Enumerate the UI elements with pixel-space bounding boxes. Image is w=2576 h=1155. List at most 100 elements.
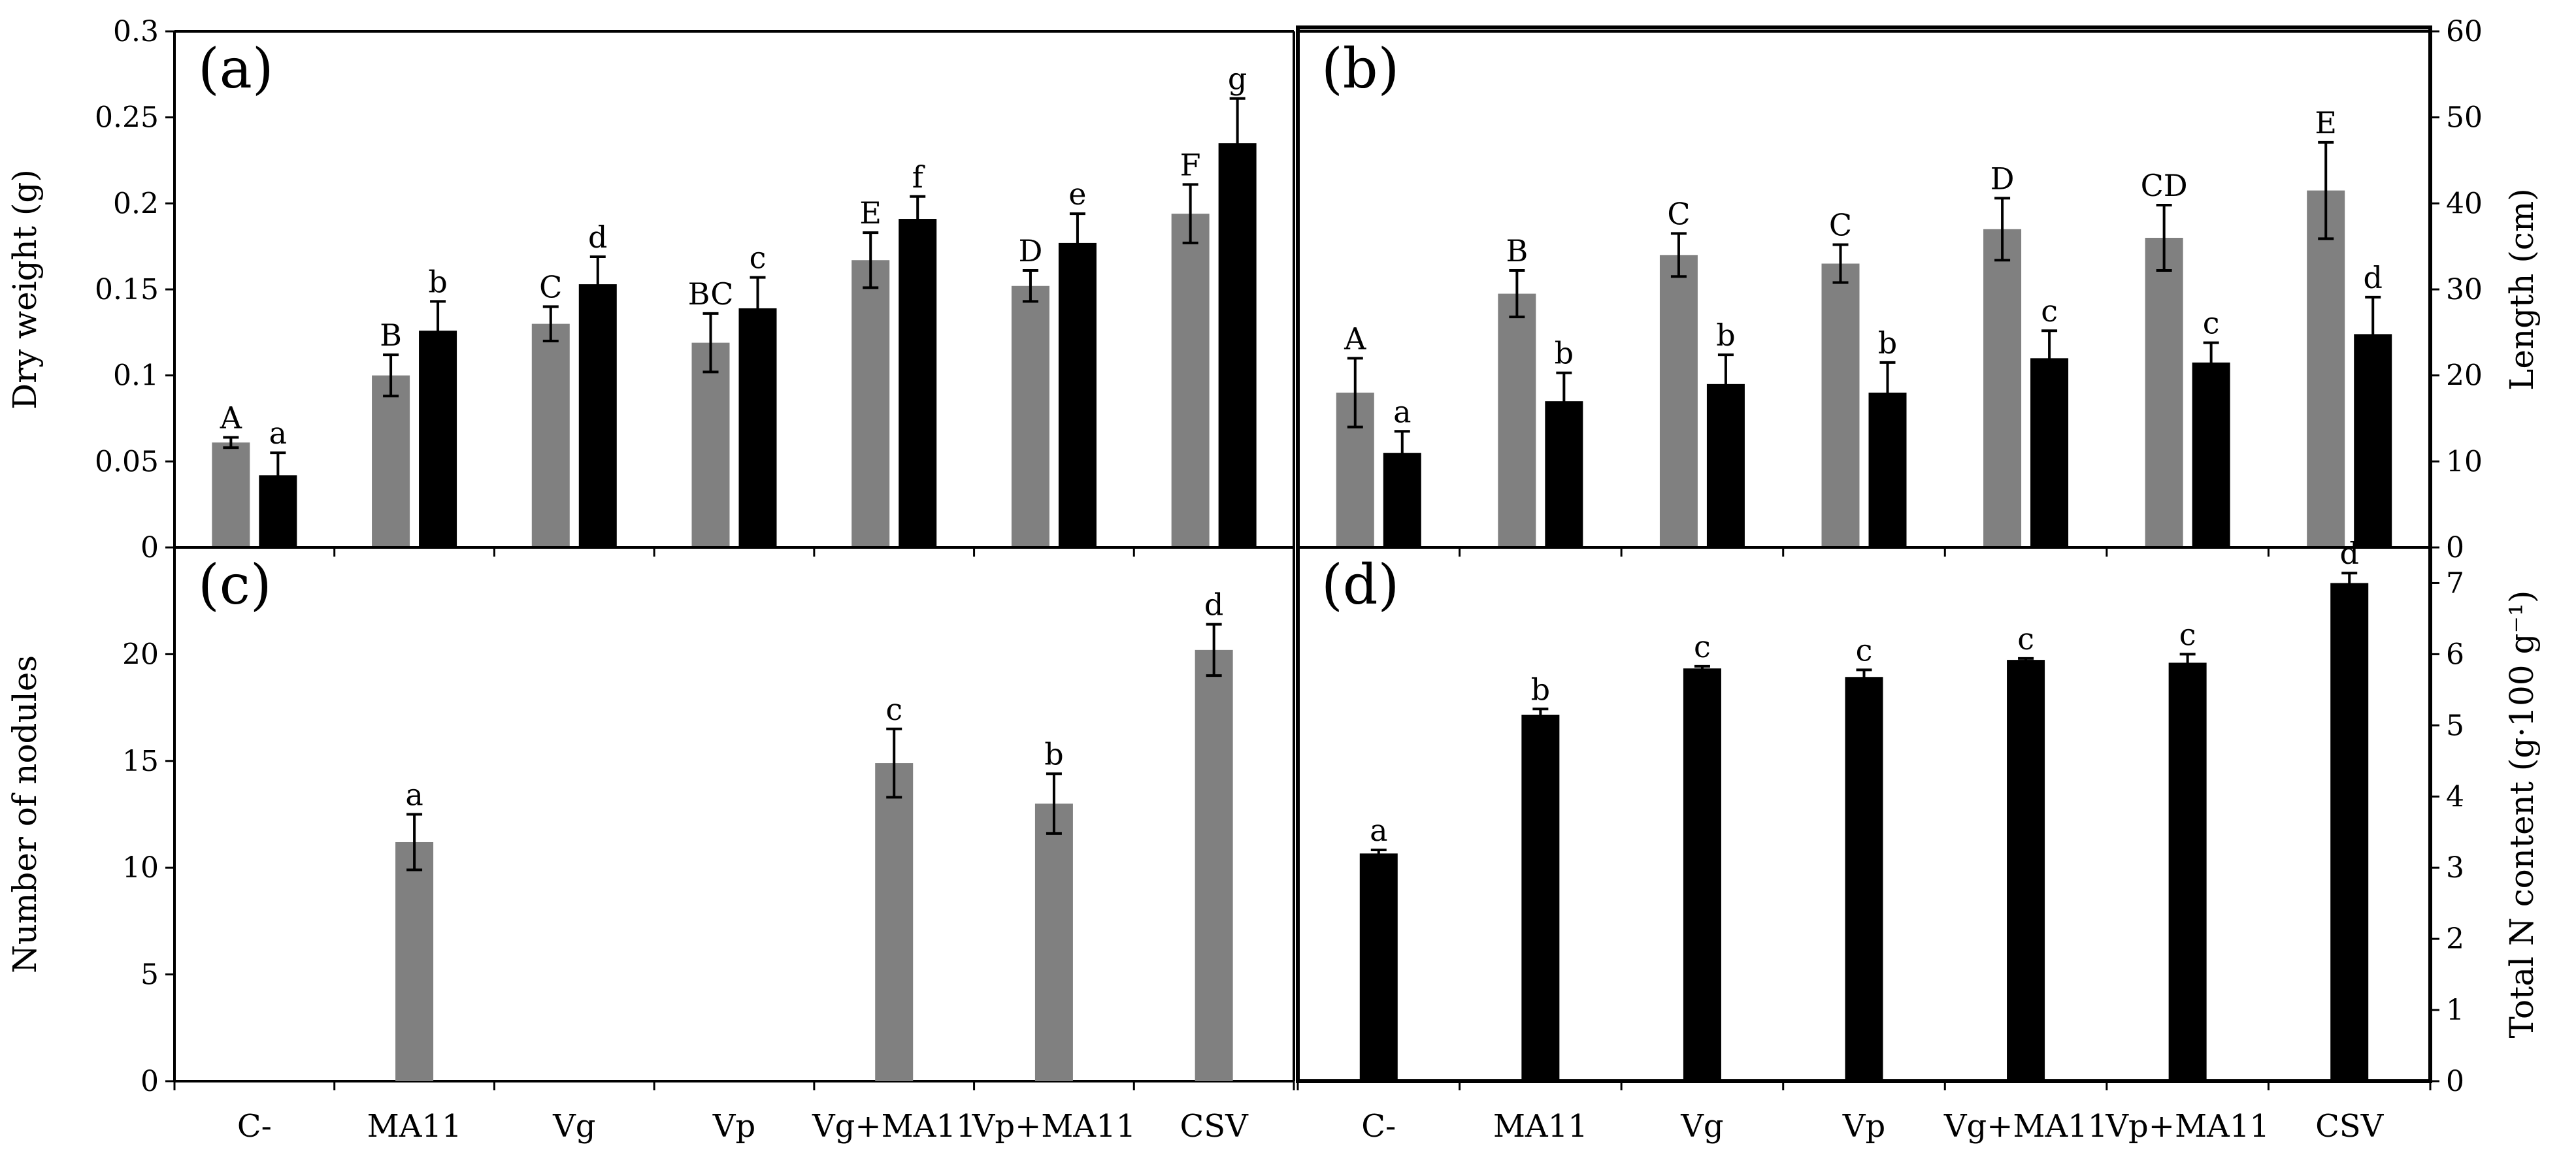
significance-letter: b bbox=[1531, 672, 1550, 707]
x-category-label: MA11 bbox=[367, 1108, 462, 1145]
x-category-label: MA11 bbox=[1493, 1108, 1588, 1145]
bar-gray-Vg+MA11 bbox=[1983, 229, 2022, 547]
bar-gray-Vp+MA11 bbox=[1011, 285, 1049, 547]
x-category-label: Vp+MA11 bbox=[2105, 1108, 2270, 1145]
significance-letter: C bbox=[1667, 196, 1690, 231]
significance-letter: c bbox=[2179, 617, 2196, 652]
y-tick-label: 4 bbox=[2446, 780, 2464, 813]
y-tick-label: 20 bbox=[2446, 359, 2483, 393]
x-category-label: Vg+MA11 bbox=[1943, 1108, 2108, 1145]
bar-gray-MA11 bbox=[1498, 293, 1536, 547]
bar-gray-Vg+MA11 bbox=[875, 763, 914, 1081]
significance-letter: E bbox=[859, 195, 882, 231]
y-tick-label: 2 bbox=[2446, 922, 2464, 956]
x-category-label: Vp+MA11 bbox=[972, 1108, 1136, 1145]
bar-black-C- bbox=[1359, 853, 1398, 1081]
x-category-label: Vg bbox=[1680, 1108, 1723, 1145]
significance-letter: b bbox=[428, 264, 447, 299]
x-category-label: C- bbox=[237, 1108, 272, 1145]
significance-letter: a bbox=[405, 777, 423, 813]
bar-gray-Vp bbox=[1821, 263, 1860, 547]
significance-letter: c bbox=[1694, 629, 1711, 664]
bar-black-Vg+MA11 bbox=[2030, 358, 2069, 547]
y-tick-label: 0 bbox=[2446, 531, 2464, 564]
y-tick-label: 3 bbox=[2446, 851, 2464, 885]
significance-letter: c bbox=[2203, 306, 2220, 341]
significance-letter: F bbox=[1180, 147, 1201, 182]
x-category-label: Vg+MA11 bbox=[812, 1108, 976, 1145]
bar-black-MA11 bbox=[1521, 714, 1560, 1081]
significance-letter: b bbox=[1878, 325, 1897, 361]
y-tick-label: 0.15 bbox=[95, 273, 159, 306]
x-category-label: Vp bbox=[712, 1108, 755, 1145]
significance-letter: a bbox=[1370, 813, 1387, 848]
x-category-label: Vg bbox=[552, 1108, 595, 1145]
significance-letter: d bbox=[588, 220, 607, 255]
panel-label: (a) bbox=[198, 37, 274, 101]
panel-label: (c) bbox=[198, 553, 272, 617]
bar-gray-Vg bbox=[1659, 255, 1698, 547]
y-tick-label: 0 bbox=[140, 1065, 159, 1098]
y-tick-label: 30 bbox=[2446, 273, 2483, 306]
y-axis-label: Total N content (g·100 g⁻¹) bbox=[2503, 591, 2541, 1039]
y-tick-label: 5 bbox=[140, 958, 159, 992]
significance-letter: c bbox=[885, 692, 902, 727]
significance-letter: d bbox=[2339, 536, 2358, 571]
significance-letter: d bbox=[1204, 587, 1223, 623]
bar-black-CSV bbox=[2330, 583, 2369, 1081]
y-tick-label: 5 bbox=[2446, 709, 2464, 742]
panel-c: 0 5 10 15 20 Number of nodules (c) a c b d bbox=[6, 546, 1295, 1098]
significance-letter: b bbox=[1555, 336, 1574, 371]
significance-letter: c bbox=[750, 240, 767, 276]
bar-black-Vg+MA11 bbox=[899, 219, 937, 547]
y-axis-label: Dry weight (g) bbox=[6, 169, 44, 410]
x-category-label: CSV bbox=[2315, 1108, 2385, 1145]
bar-black-Vp+MA11 bbox=[2192, 362, 2230, 547]
panel-d: 0 1 2 3 4 5 6 7 Total N content (g·100 g⁻¹) (d) a b… bbox=[1296, 536, 2541, 1098]
significance-letter: b bbox=[1044, 736, 1063, 772]
bar-gray-CSV bbox=[2307, 190, 2345, 547]
bar-gray-CSV bbox=[1195, 649, 1233, 1081]
x-category-label: Vp bbox=[1842, 1108, 1885, 1145]
bar-gray-Vg+MA11 bbox=[851, 260, 890, 547]
bar-gray-MA11 bbox=[395, 841, 434, 1081]
y-tick-label: 10 bbox=[122, 851, 159, 885]
bar-black-Vp+MA11 bbox=[2168, 662, 2207, 1081]
significance-letter: g bbox=[1228, 61, 1247, 97]
x-category-label: CSV bbox=[1180, 1108, 1249, 1145]
y-tick-label: 0 bbox=[140, 531, 159, 564]
y-tick-label: 40 bbox=[2446, 187, 2483, 220]
significance-letter: CD bbox=[2141, 168, 2188, 203]
significance-letter: D bbox=[1990, 161, 2015, 196]
significance-letter: B bbox=[380, 317, 402, 353]
y-tick-label: 20 bbox=[122, 638, 159, 671]
significance-letter: f bbox=[912, 159, 925, 195]
y-tick-label: 0.25 bbox=[95, 101, 159, 135]
bar-black-MA11 bbox=[419, 331, 457, 547]
panel-label: (b) bbox=[1321, 37, 1399, 101]
bar-gray-Vp bbox=[691, 342, 730, 547]
panel-label: (d) bbox=[1321, 553, 1399, 617]
significance-letter: e bbox=[1068, 176, 1086, 212]
y-tick-label: 0 bbox=[2446, 1065, 2464, 1098]
y-tick-label: 0.3 bbox=[113, 15, 159, 48]
bar-black-Vg+MA11 bbox=[2007, 660, 2045, 1081]
significance-letter: B bbox=[1506, 233, 1528, 268]
y-tick-label: 1 bbox=[2446, 994, 2464, 1027]
bar-gray-Vp+MA11 bbox=[1034, 804, 1073, 1081]
bar-black-Vg bbox=[578, 284, 617, 547]
bar-gray-MA11 bbox=[372, 375, 410, 547]
significance-letter: A bbox=[220, 400, 242, 435]
bar-black-Vp bbox=[738, 308, 777, 547]
significance-letter: C bbox=[539, 269, 562, 304]
x-category-label: C- bbox=[1361, 1108, 1396, 1145]
significance-letter: c bbox=[2041, 293, 2058, 329]
significance-letter: C bbox=[1829, 208, 1852, 243]
y-tick-label: 60 bbox=[2446, 15, 2483, 48]
bar-black-Vg bbox=[1683, 668, 1721, 1081]
significance-letter: c bbox=[1856, 632, 1873, 668]
